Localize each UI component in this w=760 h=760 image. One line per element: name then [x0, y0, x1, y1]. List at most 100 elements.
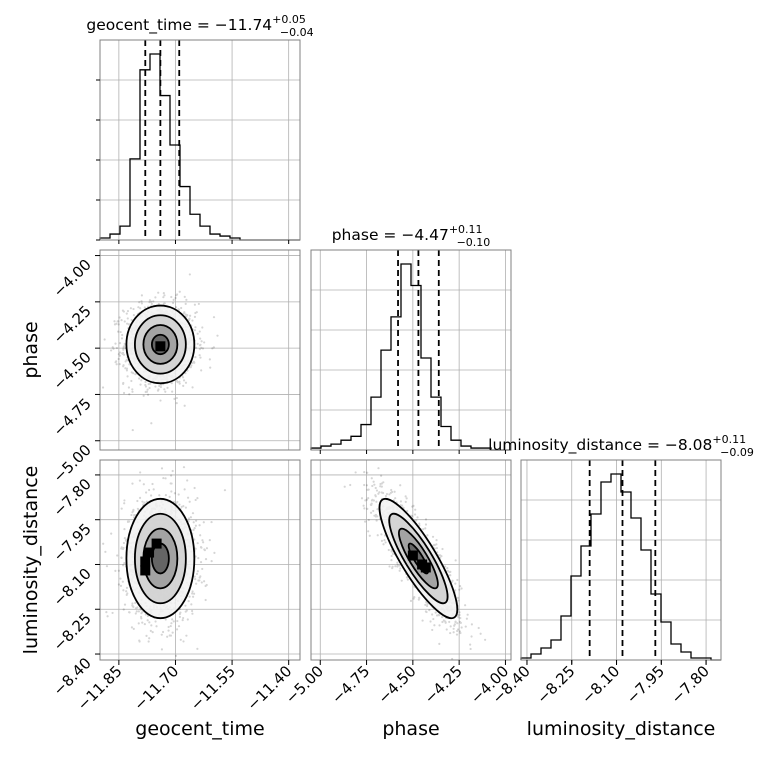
- peak-cell: [140, 556, 151, 567]
- contour-2: [398, 527, 439, 590]
- sample-point: [396, 563, 399, 567]
- sample-point: [465, 617, 468, 620]
- sample-point: [431, 628, 434, 632]
- sample-point: [400, 504, 404, 507]
- sample-point: [190, 609, 194, 613]
- sample-point: [139, 307, 142, 310]
- sample-point: [196, 647, 199, 650]
- sample-point: [166, 386, 169, 389]
- sample-point: [380, 539, 384, 542]
- sample-point: [367, 488, 370, 491]
- sample-point: [375, 519, 378, 522]
- sample-point: [138, 301, 141, 304]
- sample-point: [198, 354, 201, 357]
- sample-point: [116, 320, 119, 323]
- axes-frame: [310, 249, 512, 451]
- hist-panel-phase: phase = −4.47+0.11 −0.10: [310, 223, 512, 454]
- sample-point: [122, 589, 125, 592]
- sample-point: [204, 584, 207, 588]
- sample-point: [128, 520, 131, 523]
- x-tick-label: −7.80: [668, 662, 713, 707]
- sample-point: [122, 541, 126, 545]
- sample-point: [148, 386, 151, 390]
- sample-point: [116, 554, 119, 557]
- sample-point: [148, 621, 151, 624]
- sample-point: [127, 386, 130, 389]
- sample-point: [451, 657, 454, 660]
- sample-point: [132, 605, 135, 608]
- sample-point: [188, 273, 191, 276]
- sample-point: [182, 616, 185, 620]
- peak-cell: [140, 565, 151, 576]
- title-sub: −0.04: [280, 26, 314, 39]
- sample-point: [178, 612, 182, 616]
- sample-point: [141, 611, 144, 614]
- sample-point: [122, 347, 125, 350]
- sample-point: [368, 534, 371, 537]
- sample-point: [147, 488, 151, 492]
- sample-point: [437, 613, 440, 616]
- sample-point: [425, 601, 428, 604]
- sample-point: [192, 528, 195, 531]
- histogram-geocent_time: [99, 53, 300, 241]
- sample-point: [122, 546, 125, 550]
- sample-point: [479, 632, 482, 635]
- sample-point: [184, 313, 187, 316]
- sample-point: [364, 520, 367, 523]
- sample-point: [133, 514, 136, 517]
- sample-point: [140, 300, 143, 303]
- sample-point: [177, 308, 180, 311]
- sample-point: [391, 552, 395, 555]
- sample-point: [431, 613, 434, 616]
- sample-point: [148, 637, 151, 640]
- sample-point: [456, 596, 460, 599]
- sample-point: [144, 380, 147, 384]
- x-tick-label: −4.75: [328, 662, 373, 707]
- sample-point: [399, 500, 403, 503]
- sample-point: [446, 567, 449, 570]
- sample-point: [378, 491, 381, 494]
- sample-point: [200, 546, 203, 549]
- sample-point: [122, 348, 125, 351]
- sample-point: [177, 625, 181, 628]
- sample-point: [126, 322, 129, 325]
- sample-point: [418, 524, 421, 527]
- sample-point: [170, 295, 173, 299]
- sample-point: [172, 298, 175, 301]
- sample-point: [125, 367, 129, 370]
- sample-point: [130, 513, 133, 517]
- sample-point: [428, 609, 431, 612]
- sample-point: [441, 620, 444, 624]
- axes-frame: [99, 249, 301, 451]
- sample-point: [398, 569, 401, 572]
- contour-3: [150, 333, 170, 356]
- sample-point: [201, 539, 204, 542]
- sample-point: [123, 320, 126, 323]
- sample-point: [385, 492, 389, 496]
- sample-point: [382, 543, 385, 546]
- sample-point: [406, 509, 409, 513]
- sample-point: [198, 330, 201, 333]
- sample-point: [162, 302, 166, 305]
- sample-point: [161, 630, 165, 634]
- y-axis-label-luminosity_distance: luminosity_distance: [20, 466, 42, 655]
- sample-point: [117, 323, 120, 326]
- sample-point: [163, 388, 166, 391]
- sample-point: [143, 501, 146, 504]
- sample-point: [175, 294, 178, 297]
- sample-point: [193, 303, 196, 306]
- y-tick-label: −5.00: [50, 441, 95, 486]
- sample-point: [196, 497, 199, 500]
- sample-point: [197, 557, 200, 560]
- sample-point: [396, 561, 399, 564]
- sample-point: [120, 556, 123, 559]
- sample-point: [212, 346, 215, 349]
- sample-point: [438, 642, 441, 645]
- sample-point: [371, 498, 374, 501]
- sample-point: [183, 295, 186, 298]
- sample-point: [168, 495, 171, 498]
- sample-point: [136, 507, 139, 510]
- sample-point: [198, 348, 202, 351]
- sample-point: [189, 366, 192, 369]
- sample-point: [113, 320, 116, 323]
